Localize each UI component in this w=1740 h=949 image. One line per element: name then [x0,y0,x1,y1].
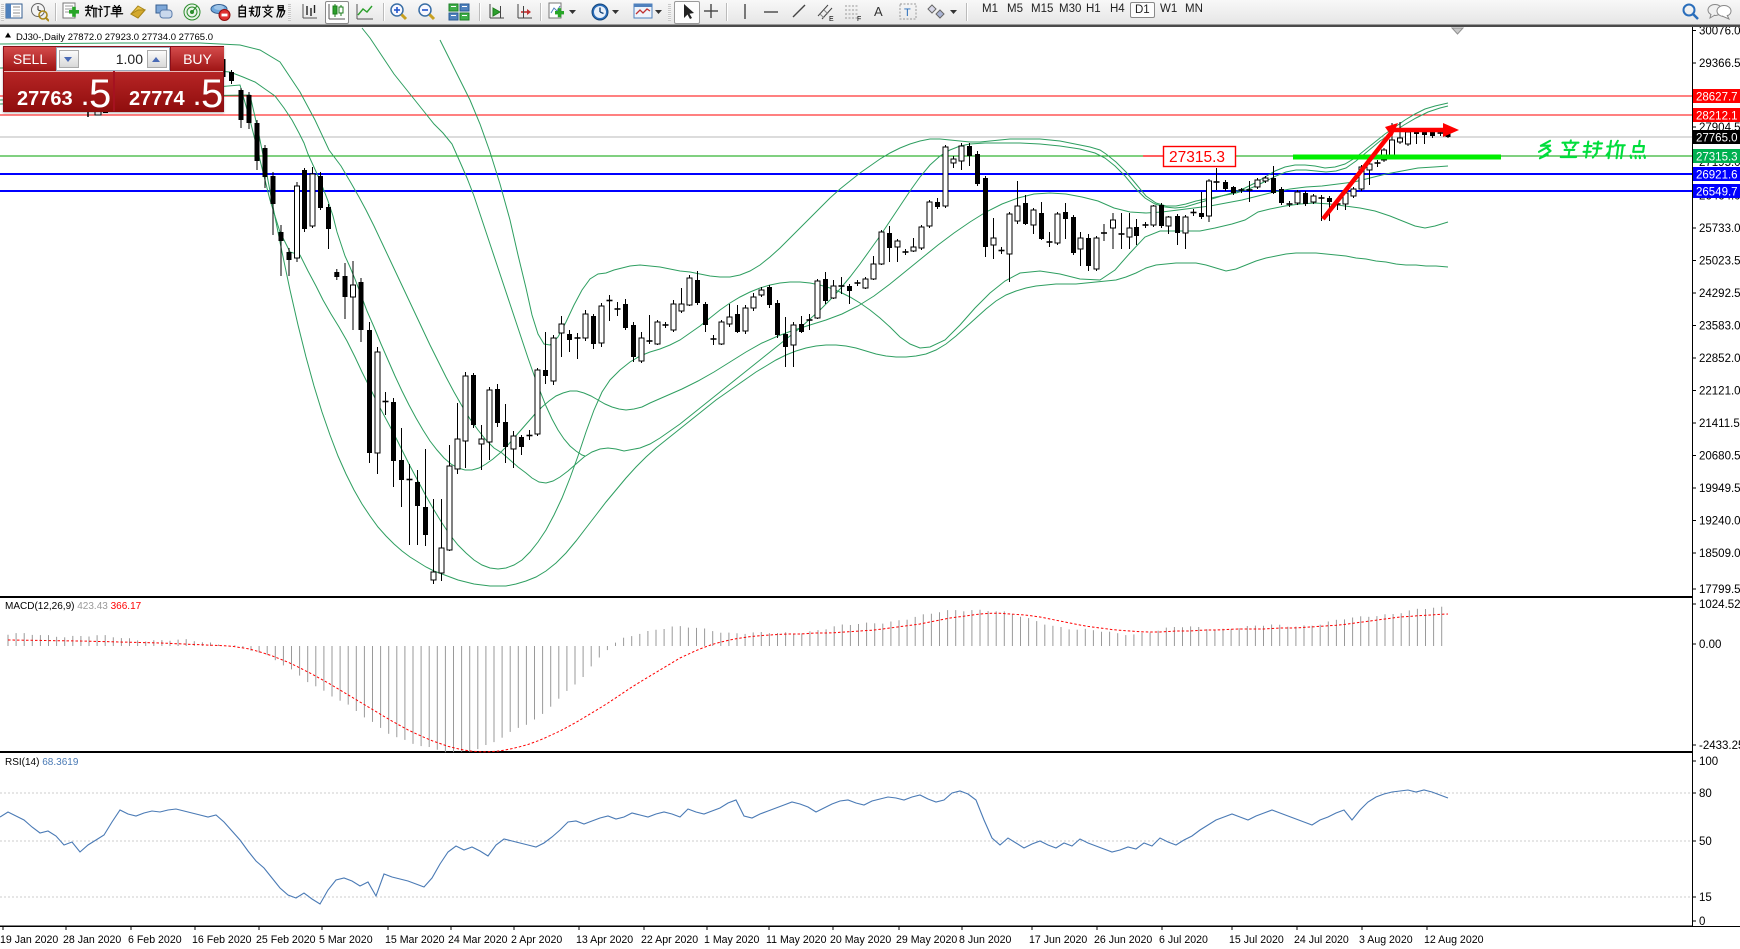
svg-text:3 Aug 2020: 3 Aug 2020 [1359,934,1413,946]
svg-text:12 Aug 2020: 12 Aug 2020 [1424,934,1484,946]
svg-text:5 Mar 2020: 5 Mar 2020 [319,934,373,946]
svg-text:29366.5: 29366.5 [1699,58,1740,70]
svg-text:15 Mar 2020: 15 Mar 2020 [385,934,445,946]
svg-text:23583.0: 23583.0 [1699,321,1740,333]
svg-text:27315.3: 27315.3 [1696,152,1738,164]
svg-text:27315.3: 27315.3 [1169,149,1225,166]
svg-text:27765.0: 27765.0 [1696,133,1738,145]
svg-text:21411.5: 21411.5 [1699,418,1740,430]
svg-text:25 Feb 2020: 25 Feb 2020 [256,934,316,946]
svg-text:26549.7: 26549.7 [1696,187,1738,199]
svg-text:0.00: 0.00 [1699,639,1721,651]
svg-text:30076.0: 30076.0 [1699,26,1740,38]
svg-text:20 May 2020: 20 May 2020 [830,934,891,946]
svg-text:15 Jul 2020: 15 Jul 2020 [1229,934,1284,946]
svg-text:22852.0: 22852.0 [1699,353,1740,365]
svg-text:80: 80 [1699,788,1712,800]
svg-text:22121.0: 22121.0 [1699,386,1740,398]
svg-text:1 May 2020: 1 May 2020 [704,934,759,946]
svg-text:16 Feb 2020: 16 Feb 2020 [192,934,252,946]
svg-text:DJ30-,Daily 27872.0 27923.0 2: DJ30-,Daily 27872.0 27923.0 27734.0 2776… [16,32,213,43]
svg-text:24292.5: 24292.5 [1699,288,1740,300]
svg-text:19949.5: 19949.5 [1699,483,1740,495]
svg-text:13 Apr 2020: 13 Apr 2020 [576,934,633,946]
svg-text:E: E [829,16,834,22]
svg-text:29 May 2020: 29 May 2020 [896,934,957,946]
svg-text:17799.5: 17799.5 [1699,584,1740,596]
svg-text:28212.1: 28212.1 [1696,111,1738,123]
svg-text:8 Jun 2020: 8 Jun 2020 [959,934,1012,946]
svg-text:22 Apr 2020: 22 Apr 2020 [641,934,698,946]
svg-text:15: 15 [1699,892,1712,904]
svg-text:25733.0: 25733.0 [1699,223,1740,235]
svg-text:25023.5: 25023.5 [1699,256,1740,268]
svg-text:6 Feb 2020: 6 Feb 2020 [128,934,182,946]
svg-text:19240.0: 19240.0 [1699,516,1740,528]
svg-text:19 Jan 2020: 19 Jan 2020 [0,934,58,946]
svg-text:11 May 2020: 11 May 2020 [766,934,827,946]
svg-text:F: F [857,16,861,22]
svg-text:17 Jun 2020: 17 Jun 2020 [1029,934,1087,946]
svg-text:26921.6: 26921.6 [1696,170,1738,182]
svg-text:0: 0 [1699,916,1705,928]
svg-text:50: 50 [1699,836,1712,848]
svg-text:MACD(12,26,9) 423.43 366.17: MACD(12,26,9) 423.43 366.17 [5,601,142,612]
svg-text:18509.0: 18509.0 [1699,548,1740,560]
svg-text:RSI(14) 68.3619: RSI(14) 68.3619 [5,757,79,768]
svg-text:1024.52: 1024.52 [1699,599,1740,611]
svg-text:20680.5: 20680.5 [1699,451,1740,463]
svg-text:24 Jul 2020: 24 Jul 2020 [1294,934,1349,946]
svg-text:-2433.25: -2433.25 [1699,740,1740,752]
svg-text:6 Jul 2020: 6 Jul 2020 [1159,934,1208,946]
svg-text:28627.7: 28627.7 [1696,92,1738,104]
svg-text:24 Mar 2020: 24 Mar 2020 [448,934,508,946]
svg-text:T: T [904,7,911,19]
svg-text:26 Jun 2020: 26 Jun 2020 [1094,934,1152,946]
svg-text:28 Jan 2020: 28 Jan 2020 [63,934,121,946]
svg-text:2 Apr 2020: 2 Apr 2020 [511,934,562,946]
svg-text:100: 100 [1699,756,1718,768]
